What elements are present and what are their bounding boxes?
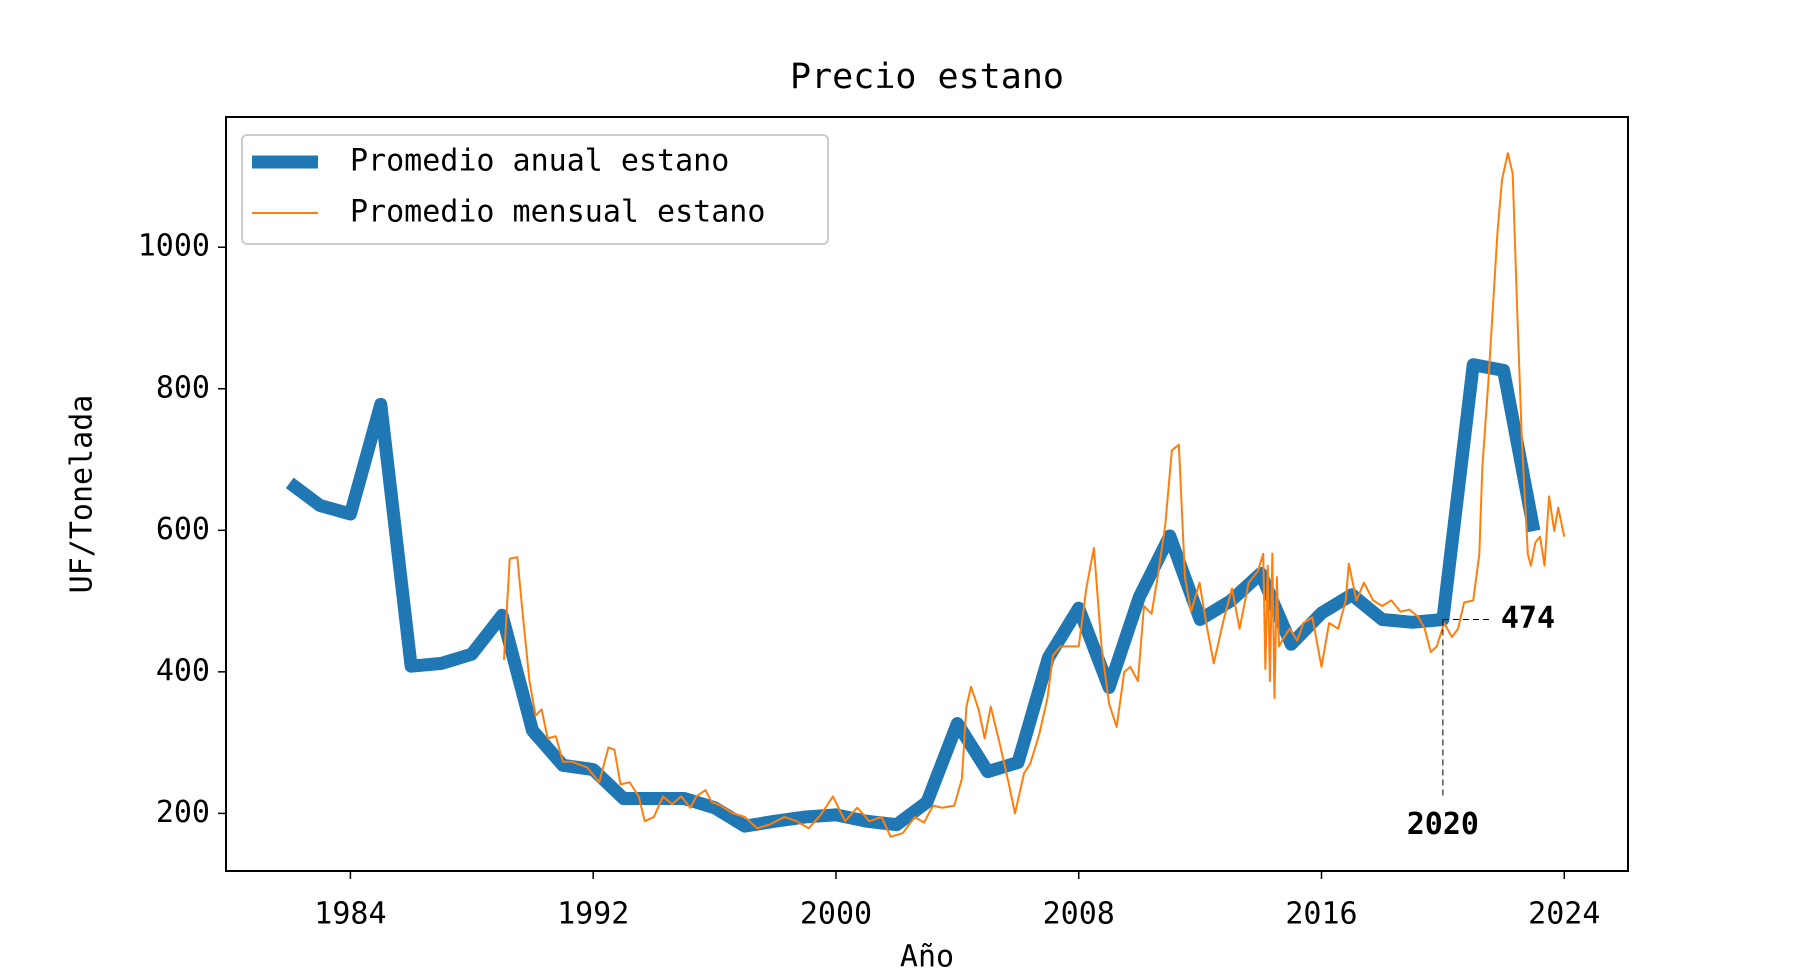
x-axis-label: Año (900, 940, 954, 975)
y-tick-label: 200 (156, 795, 210, 830)
legend-label: Promedio mensual estano (350, 195, 765, 230)
y-tick-label: 600 (156, 512, 210, 547)
series-line (285, 358, 1541, 833)
x-tick-label: 2024 (1528, 897, 1600, 932)
x-tick-label: 2000 (800, 897, 872, 932)
x-tick-label: 2016 (1285, 897, 1357, 932)
legend-box (241, 134, 829, 245)
x-tick-label: 2008 (1043, 897, 1115, 932)
legend-label: Promedio anual estano (350, 144, 729, 179)
annotation-x-label: 2020 (1407, 807, 1479, 842)
x-tick-label: 1984 (314, 897, 386, 932)
y-tick-label: 1000 (138, 229, 210, 264)
annotation-y-label: 474 (1501, 601, 1555, 636)
plot-frame (225, 116, 1629, 872)
series-line (502, 152, 1566, 838)
x-tick-label: 1992 (557, 897, 629, 932)
y-tick-label: 800 (156, 370, 210, 405)
chart-title: Precio estano (790, 57, 1064, 97)
y-axis-label: UF/Tonelada (65, 395, 100, 594)
y-tick-label: 400 (156, 653, 210, 688)
